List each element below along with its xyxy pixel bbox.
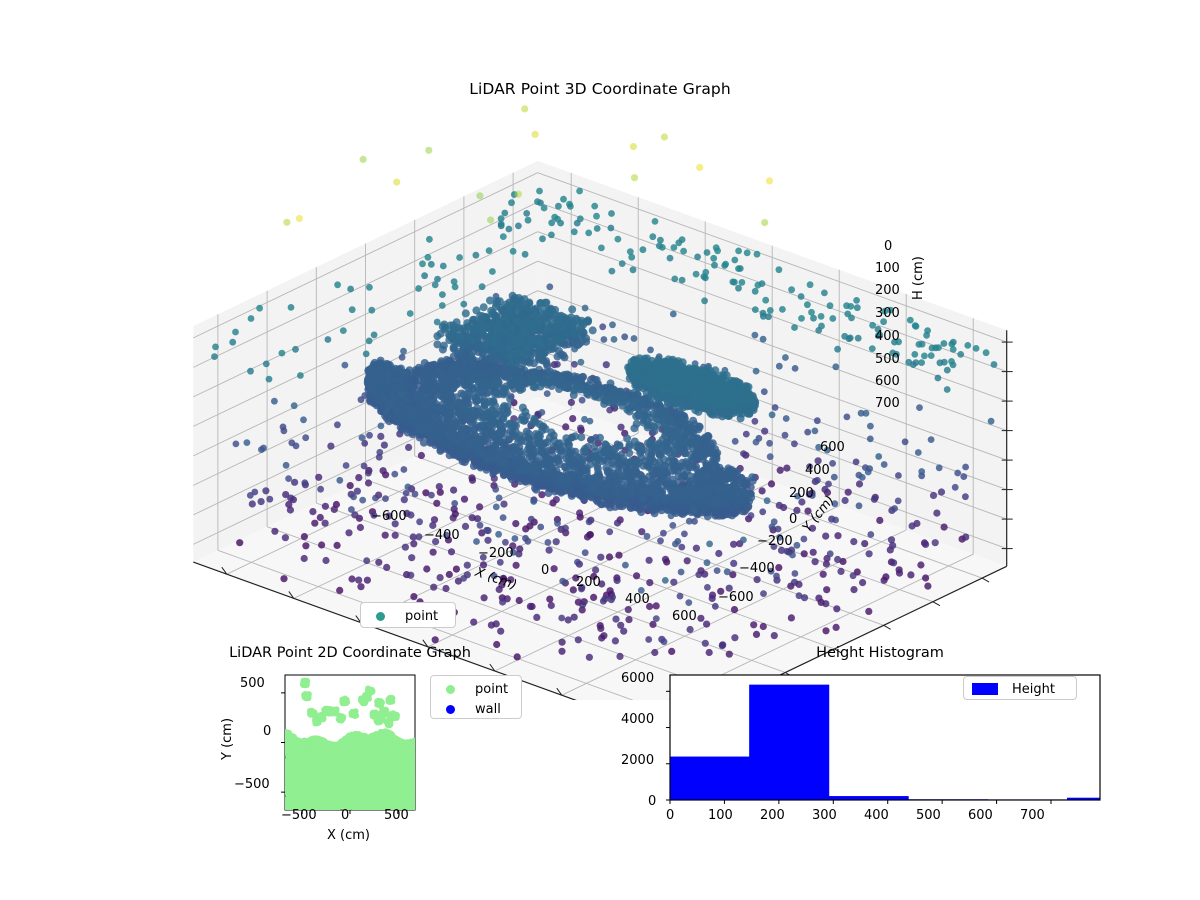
z-tick-3d-3: 300 xyxy=(875,306,900,321)
x-tick-2d-neg500: −500 xyxy=(281,808,317,823)
legend-point-marker-icon xyxy=(367,611,393,621)
legend-3d[interactable]: point xyxy=(360,602,456,628)
y-tick-3d-2: −200 xyxy=(757,534,793,549)
y-tick-hist-6000: 6000 xyxy=(621,671,655,686)
x-tick-3d-0: −600 xyxy=(371,509,407,524)
x-tick-3d-3: 0 xyxy=(541,563,550,578)
y-tick-3d-6: 600 xyxy=(820,440,845,455)
y-tick-hist-4000: 4000 xyxy=(621,712,655,727)
legend-2d-label-point: point xyxy=(475,681,509,697)
z-tick-3d-4: 400 xyxy=(875,329,900,344)
z-tick-3d-6: 600 xyxy=(875,374,900,389)
z-tick-3d-2: 200 xyxy=(875,283,900,298)
legend-point-marker-icon xyxy=(437,684,463,694)
x-tick-3d-5: 400 xyxy=(625,592,650,607)
x-tick-hist-300: 300 xyxy=(812,808,837,823)
panel-2d-title: LiDAR Point 2D Coordinate Graph xyxy=(229,645,471,661)
z-tick-3d-0: 0 xyxy=(884,239,893,254)
legend-2d[interactable]: point wall xyxy=(430,675,522,719)
x-tick-hist-500: 500 xyxy=(916,808,941,823)
y-tick-2d-500: 500 xyxy=(240,676,265,691)
z-tick-3d-5: 500 xyxy=(875,352,900,367)
x-tick-hist-400: 400 xyxy=(864,808,889,823)
x-tick-hist-700: 700 xyxy=(1020,808,1045,823)
legend-height-patch-icon xyxy=(970,683,1000,695)
x-tick-3d-1: −400 xyxy=(424,528,460,543)
legend-hist-entry-height[interactable]: Height xyxy=(970,680,1070,698)
legend-hist-label-height: Height xyxy=(1012,681,1055,697)
legend-3d-label-point: point xyxy=(405,608,439,624)
legend-2d-entry-wall[interactable]: wall xyxy=(437,699,515,719)
x-tick-hist-200: 200 xyxy=(760,808,785,823)
legend-2d-entry-point[interactable]: point xyxy=(437,679,515,699)
panel-hist-title: Height Histogram xyxy=(816,645,944,661)
z-tick-3d-7: 700 xyxy=(875,396,900,411)
y-tick-3d-4: 200 xyxy=(789,486,814,501)
y-tick-3d-0: −600 xyxy=(718,590,754,605)
panel-3d-title: LiDAR Point 3D Coordinate Graph xyxy=(469,80,731,98)
lidar-2d-scatter-plot xyxy=(281,674,416,814)
lidar-3d-scatter-plot xyxy=(193,105,1013,700)
y-tick-3d-3: 0 xyxy=(789,512,798,527)
x-tick-hist-600: 600 xyxy=(968,808,993,823)
x-tick-3d-6: 600 xyxy=(672,609,697,624)
y-tick-2d-0: 0 xyxy=(263,724,272,739)
x-tick-2d-0: 0 xyxy=(341,808,350,823)
y-tick-hist-2000: 2000 xyxy=(621,753,655,768)
legend-3d-entry-point[interactable]: point xyxy=(367,606,449,626)
y-tick-hist-0: 0 xyxy=(648,794,657,809)
x-tick-3d-2: −200 xyxy=(478,546,514,561)
x-tick-hist-100: 100 xyxy=(708,808,733,823)
z-axis-label-3d: H (cm) xyxy=(911,256,926,300)
legend-wall-marker-icon xyxy=(437,704,463,714)
legend-hist[interactable]: Height xyxy=(963,676,1077,700)
y-tick-3d-5: 400 xyxy=(805,463,830,478)
x-tick-3d-4: 200 xyxy=(576,575,601,590)
x-axis-label-2d: X (cm) xyxy=(327,828,370,843)
x-tick-2d-500: 500 xyxy=(384,808,409,823)
y-tick-2d-neg500: −500 xyxy=(234,777,270,792)
y-tick-3d-1: −400 xyxy=(739,561,775,576)
legend-2d-label-wall: wall xyxy=(475,701,501,717)
z-tick-3d-1: 100 xyxy=(875,261,900,276)
x-tick-hist-0: 0 xyxy=(666,808,675,823)
y-axis-label-2d: Y (cm) xyxy=(220,717,235,760)
height-histogram-plot xyxy=(666,674,1101,804)
